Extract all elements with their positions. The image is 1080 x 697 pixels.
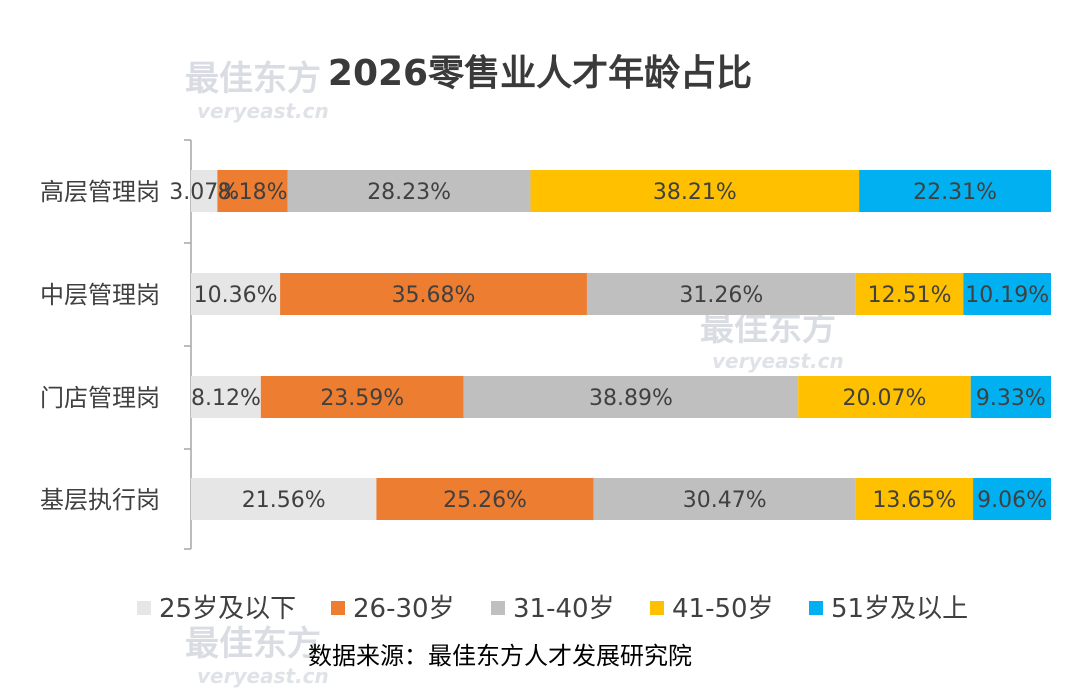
- category-label: 中层管理岗: [40, 281, 160, 309]
- data-label: 38.89%: [589, 386, 673, 411]
- legend-label: 26-30岁: [353, 594, 455, 624]
- bar-segment: [859, 170, 1051, 212]
- data-label: 28.23%: [367, 180, 451, 205]
- category-label: 门店管理岗: [40, 384, 160, 412]
- bar-segment: [530, 170, 860, 212]
- data-label: 20.07%: [843, 386, 927, 411]
- bar-segment: [191, 273, 281, 315]
- data-label: 21.56%: [242, 488, 326, 513]
- watermark-cn: 最佳东方: [700, 309, 836, 349]
- watermark-cn: 最佳东方: [185, 624, 321, 664]
- bar-segment: [970, 376, 1051, 418]
- bar-segment: [260, 376, 464, 418]
- data-label: 9.06%: [977, 488, 1047, 513]
- bar-segment: [463, 376, 799, 418]
- bar-segment: [798, 376, 971, 418]
- bar-segment: [973, 478, 1051, 520]
- bar-segment: [593, 478, 856, 520]
- axis-ticks: [184, 139, 191, 550]
- bar-segment: [855, 273, 964, 315]
- data-label: 25.26%: [443, 488, 527, 513]
- data-label: 8.18%: [218, 180, 288, 205]
- bar-segment: [191, 478, 377, 520]
- data-label: 30.47%: [683, 488, 767, 513]
- bar-segment: [376, 478, 594, 520]
- data-label: 10.36%: [194, 283, 278, 308]
- data-label: 3.07%: [169, 180, 239, 205]
- data-label: 10.19%: [965, 283, 1049, 308]
- bar-segment: [855, 478, 974, 520]
- bar-segment: [217, 170, 288, 212]
- data-label: 8.12%: [191, 386, 261, 411]
- watermark-en: veryeast.cn: [712, 349, 844, 373]
- category-label: 高层管理岗: [40, 178, 160, 206]
- legend-label: 31-40岁: [513, 594, 615, 624]
- bar-segment: [280, 273, 587, 315]
- source-note: 数据来源：最佳东方人才发展研究院: [308, 642, 692, 670]
- data-label: 12.51%: [868, 283, 952, 308]
- data-label: 31.26%: [679, 283, 763, 308]
- data-label: 35.68%: [392, 283, 476, 308]
- legend-label: 51岁及以上: [831, 594, 968, 624]
- legend: 25岁及以下 26-30岁 31-40岁 41-50岁 51岁及以上: [137, 594, 968, 624]
- legend-swatch: [491, 601, 505, 615]
- bar-segment: [963, 273, 1051, 315]
- legend-swatch: [809, 601, 823, 615]
- watermark-en: veryeast.cn: [197, 99, 329, 123]
- data-label: 13.65%: [872, 488, 956, 513]
- legend-swatch: [650, 601, 664, 615]
- category-label: 基层执行岗: [40, 486, 160, 514]
- bar-labels: 3.07%8.18% 28.23% 38.21% 22.31% 10.36% 35.68%…: [169, 180, 1049, 513]
- bar-segment: [586, 273, 856, 315]
- legend-label: 25岁及以下: [159, 594, 296, 624]
- bar-segment: [287, 170, 531, 212]
- watermarks: 最佳东方veryeast.cn最佳东方veryeast.cn最佳东方veryea…: [185, 59, 844, 688]
- data-label: 23.59%: [320, 386, 404, 411]
- data-label: 38.21%: [653, 180, 737, 205]
- legend-label: 41-50岁: [672, 594, 774, 624]
- legend-swatch: [331, 601, 345, 615]
- bars: [191, 170, 1051, 520]
- bar-segment: [191, 170, 218, 212]
- bar-segment: [191, 376, 261, 418]
- chart-title: 2026零售业人才年龄占比: [328, 53, 752, 94]
- data-label: 9.33%: [976, 386, 1046, 411]
- watermark-en: veryeast.cn: [197, 664, 329, 688]
- data-label: 22.31%: [913, 180, 997, 205]
- legend-swatch: [137, 601, 151, 615]
- watermark-cn: 最佳东方: [185, 59, 321, 99]
